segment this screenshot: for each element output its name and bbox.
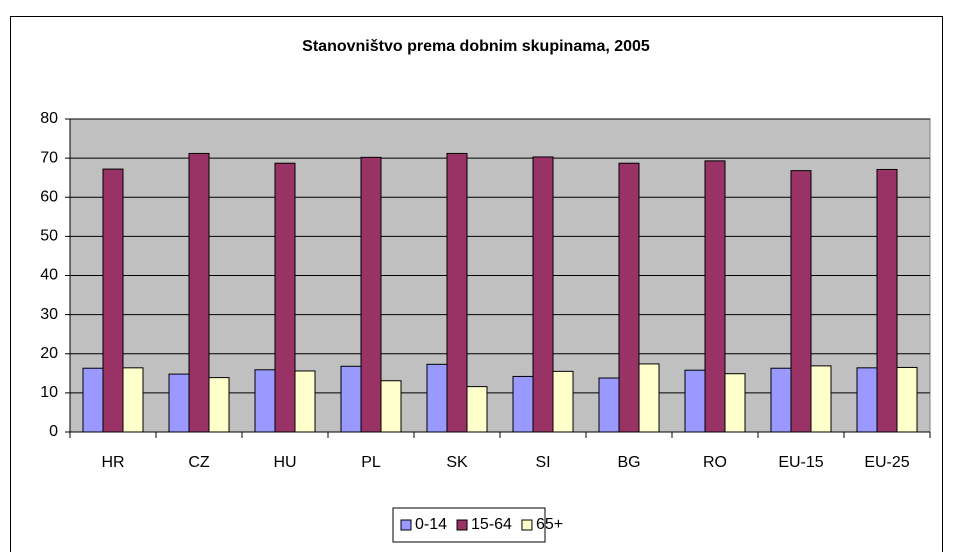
bar (552, 370, 574, 433)
legend-swatch (456, 519, 468, 531)
x-tick-label: BG (617, 454, 640, 471)
y-tick-label: 0 (49, 423, 58, 440)
bar (790, 170, 812, 433)
y-tick-label: 70 (40, 149, 58, 166)
bar (168, 373, 190, 433)
y-tick-label: 50 (40, 228, 58, 245)
legend-swatch (400, 519, 412, 531)
bar (876, 168, 898, 433)
bar (208, 377, 230, 433)
legend-label: 0-14 (415, 516, 447, 533)
y-tick-label: 30 (40, 306, 58, 323)
chart-title: Stanovništvo prema dobnim skupinama, 200… (302, 38, 650, 55)
bar (704, 160, 726, 433)
x-tick-label: EU-15 (778, 454, 823, 471)
bar (638, 363, 660, 433)
x-tick-label: RO (703, 454, 727, 471)
bar (684, 369, 706, 433)
bar (810, 365, 832, 433)
bar (274, 162, 296, 433)
x-tick-label: SI (535, 454, 550, 471)
bar (82, 367, 104, 433)
bar (466, 386, 488, 433)
x-tick-label: HR (101, 454, 124, 471)
y-tick-label: 60 (40, 188, 58, 205)
bar (446, 152, 468, 433)
x-tick-label: SK (446, 454, 468, 471)
legend-swatch (521, 519, 533, 531)
bar (896, 366, 918, 433)
y-tick-label: 80 (40, 110, 58, 127)
bar (598, 377, 620, 433)
y-tick-label: 40 (40, 267, 58, 284)
bar (122, 367, 144, 433)
bar (426, 363, 448, 433)
legend-box (392, 507, 546, 543)
legend-label: 65+ (536, 516, 563, 533)
bar (380, 380, 402, 433)
y-tick-label: 20 (40, 345, 58, 362)
bar (360, 156, 382, 433)
bar (724, 373, 746, 433)
x-tick-label: PL (361, 454, 381, 471)
bar (254, 369, 276, 433)
bar (856, 367, 878, 433)
bar (340, 365, 362, 433)
bar (102, 168, 124, 433)
bar (512, 375, 534, 433)
x-tick-label: HU (273, 454, 296, 471)
bar (294, 370, 316, 433)
x-tick-label: CZ (188, 454, 210, 471)
x-tick-label: EU-25 (864, 454, 909, 471)
bar (532, 156, 554, 433)
y-tick-label: 10 (40, 384, 58, 401)
bar (770, 367, 792, 433)
bar (188, 152, 210, 433)
bar (618, 162, 640, 433)
legend-label: 15-64 (471, 516, 512, 533)
